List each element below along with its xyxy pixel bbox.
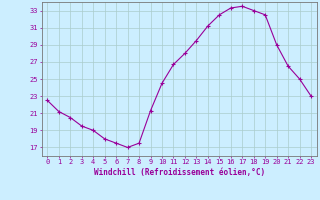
X-axis label: Windchill (Refroidissement éolien,°C): Windchill (Refroidissement éolien,°C) (94, 168, 265, 177)
